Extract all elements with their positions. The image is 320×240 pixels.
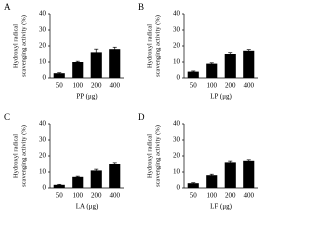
x-axis-label: LP (μg): [210, 93, 232, 101]
bar: [187, 183, 199, 188]
bar: [90, 170, 102, 188]
x-tick-label: 100: [73, 192, 84, 200]
y-tick-label: 20: [39, 42, 47, 50]
y-tick-label: 40: [173, 10, 181, 18]
x-tick-label: 200: [91, 82, 102, 90]
error-bar: [75, 175, 80, 178]
x-tick-label: 50: [190, 192, 198, 200]
bar: [206, 175, 218, 188]
error-bar: [191, 182, 196, 184]
y-tick-label: 20: [39, 152, 47, 160]
panel-label: C: [4, 112, 10, 122]
y-axis-label: scavenging activity (%): [154, 125, 161, 187]
y-tick-label: 10: [39, 58, 47, 66]
x-axis-label: LF (μg): [210, 203, 233, 211]
y-tick-label: 20: [173, 152, 181, 160]
bar: [53, 73, 65, 78]
x-tick-label: 400: [244, 82, 255, 90]
x-tick-label: 100: [73, 82, 84, 90]
error-bar: [57, 183, 62, 186]
y-tick-label: 10: [173, 58, 181, 66]
y-tick-label: 0: [177, 184, 181, 192]
y-tick-label: 10: [39, 168, 47, 176]
y-axis-label: scavenging activity (%): [20, 125, 27, 187]
bar: [243, 50, 255, 78]
error-bar: [246, 49, 251, 52]
error-bar: [75, 60, 80, 63]
error-bar: [228, 160, 233, 164]
x-tick-label: 100: [207, 192, 218, 200]
error-bar: [112, 46, 117, 52]
error-bar: [112, 162, 117, 166]
panel: D Hydroxyl radical scavenging activity (%)…: [138, 112, 258, 211]
error-bar: [57, 72, 62, 74]
bar: [109, 49, 121, 78]
error-bar: [94, 48, 99, 56]
error-bar: [228, 52, 233, 56]
x-tick-label: 200: [225, 82, 236, 90]
x-tick-label: 400: [110, 82, 121, 90]
x-tick-label: 50: [190, 82, 198, 90]
y-tick-label: 40: [39, 10, 47, 18]
panel: C Hydroxyl radical scavenging activity (%)…: [4, 112, 124, 211]
error-bar: [191, 70, 196, 73]
error-bar: [209, 173, 214, 177]
error-bar: [94, 168, 99, 172]
x-tick-label: 400: [110, 192, 121, 200]
bar: [109, 164, 121, 188]
y-tick-label: 20: [173, 42, 181, 50]
y-tick-label: 30: [39, 26, 47, 34]
x-tick-label: 50: [56, 82, 64, 90]
bar: [224, 162, 236, 188]
panel: B Hydroxyl radical scavenging activity (%)…: [138, 2, 258, 101]
panel-label: D: [138, 112, 145, 122]
y-tick-label: 0: [43, 74, 47, 82]
y-tick-label: 30: [173, 26, 181, 34]
bar: [53, 184, 65, 188]
y-tick-label: 40: [173, 120, 181, 128]
y-axis-label: scavenging activity (%): [20, 15, 27, 77]
bar: [90, 52, 102, 78]
bar: [72, 176, 84, 188]
x-axis-label: PP (μg): [76, 93, 98, 101]
bar: [206, 63, 218, 78]
y-axis-label: Hydroxyl radical: [12, 134, 19, 178]
y-tick-label: 0: [177, 74, 181, 82]
x-tick-label: 400: [244, 192, 255, 200]
y-tick-label: 10: [173, 168, 181, 176]
error-bar: [246, 159, 251, 162]
y-axis-label: Hydroxyl radical: [146, 134, 153, 178]
y-axis-label: scavenging activity (%): [154, 15, 161, 77]
panel-label: A: [4, 2, 11, 12]
error-bar: [209, 62, 214, 65]
y-axis-label: Hydroxyl radical: [12, 24, 19, 68]
bar: [72, 62, 84, 78]
x-tick-label: 200: [91, 192, 102, 200]
bar: [224, 54, 236, 78]
x-axis-label: LA (μg): [76, 203, 99, 211]
y-tick-label: 40: [39, 120, 47, 128]
y-tick-label: 0: [43, 184, 47, 192]
x-tick-label: 100: [207, 82, 218, 90]
x-tick-label: 50: [56, 192, 64, 200]
y-tick-label: 30: [173, 136, 181, 144]
bar: [243, 160, 255, 188]
panel-label: B: [138, 2, 144, 12]
y-axis-label: Hydroxyl radical: [146, 24, 153, 68]
panel: A Hydroxyl radical scavenging activity (%)…: [4, 2, 124, 101]
bar: [187, 71, 199, 78]
x-tick-label: 200: [225, 192, 236, 200]
y-tick-label: 30: [39, 136, 47, 144]
